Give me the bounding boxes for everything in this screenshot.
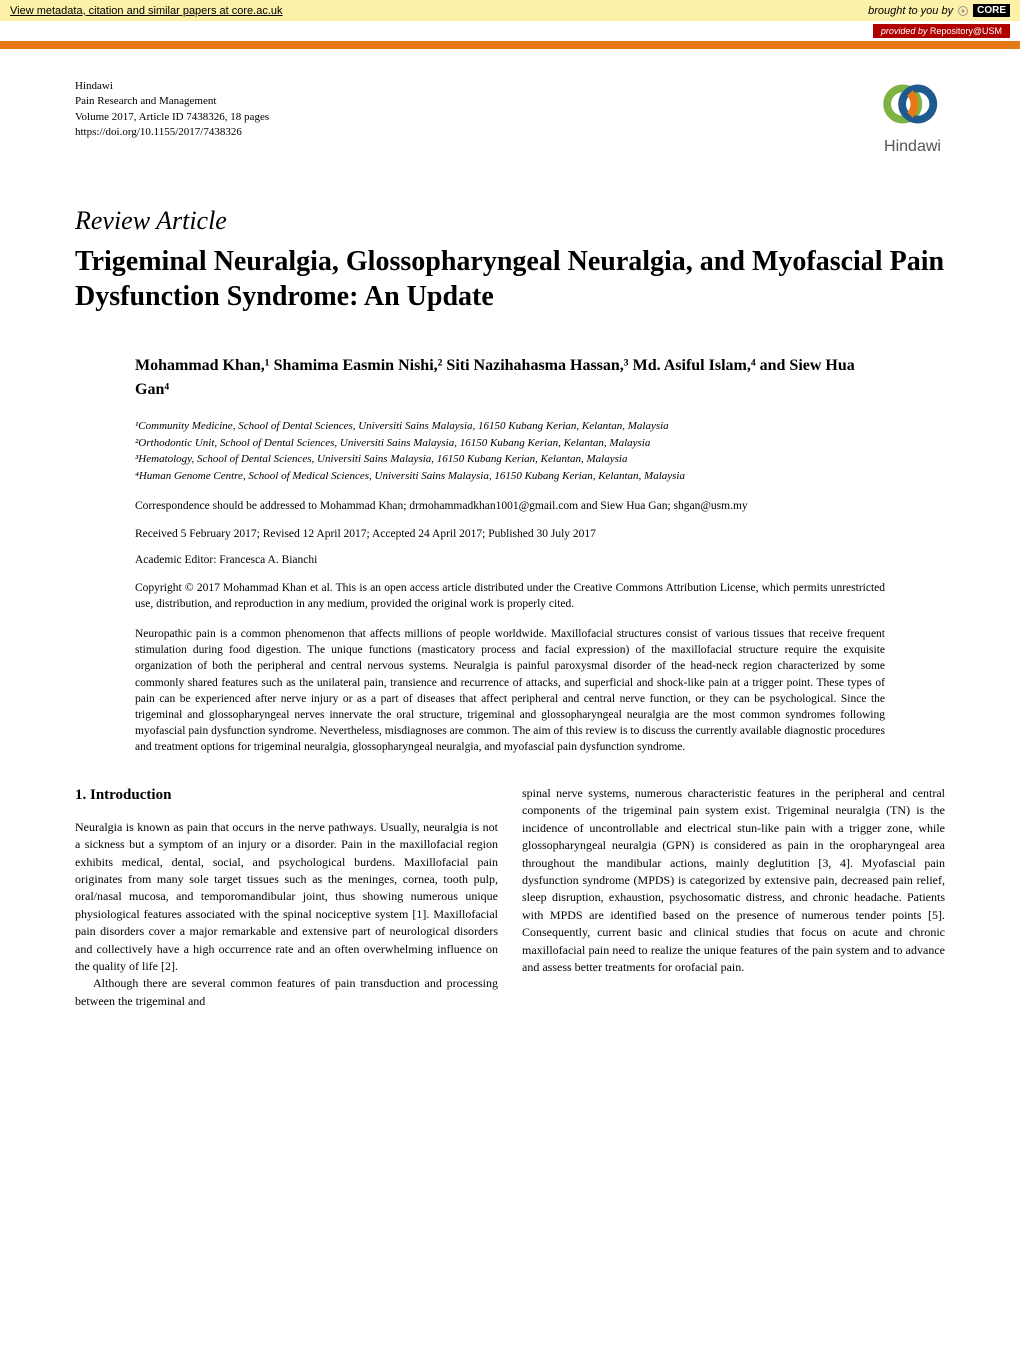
core-banner: View metadata, citation and similar pape… [0,0,1020,21]
orange-divider-bar [0,41,1020,49]
abstract-text: Neuropathic pain is a common phenomenon … [135,626,885,755]
copyright-notice: Copyright © 2017 Mohammad Khan et al. Th… [135,580,885,612]
hindawi-logo-icon [880,79,945,129]
intro-paragraph-2: Although there are several common featur… [75,975,498,1010]
affiliations: ¹Community Medicine, School of Dental Sc… [135,418,885,484]
core-logo: CORE [973,4,1010,17]
provided-badge: provided by Repository@USM [873,24,1010,38]
affiliation-4: ⁴Human Genome Centre, School of Medical … [135,468,885,485]
affiliation-3: ³Hematology, School of Dental Sciences, … [135,451,885,468]
intro-paragraph-3: spinal nerve systems, numerous character… [522,785,945,976]
core-banner-left: View metadata, citation and similar pape… [10,5,283,17]
volume-info: Volume 2017, Article ID 7438326, 18 page… [75,110,269,125]
core-metadata-link[interactable]: View metadata, citation and similar pape… [10,5,283,17]
brought-by-text: brought to you by [868,5,953,17]
core-icon [957,5,969,17]
body-columns: 1. Introduction Neuralgia is known as pa… [75,785,945,1010]
column-left: 1. Introduction Neuralgia is known as pa… [75,785,498,1010]
provided-source: Repository@USM [930,26,1002,36]
provided-bar: provided by Repository@USM [0,21,1020,41]
article-content: Hindawi Pain Research and Management Vol… [0,49,1020,1040]
affiliation-1: ¹Community Medicine, School of Dental Sc… [135,418,885,435]
hindawi-logo: Hindawi [880,79,945,156]
article-title: Trigeminal Neuralgia, Glossopharyngeal N… [75,244,945,314]
affiliation-2: ²Orthodontic Unit, School of Dental Scie… [135,435,885,452]
doi-link[interactable]: https://doi.org/10.1155/2017/7438326 [75,125,269,140]
article-type-label: Review Article [75,206,945,236]
authors-section: Mohammad Khan,¹ Shamima Easmin Nishi,² S… [135,354,885,755]
header-row: Hindawi Pain Research and Management Vol… [75,79,945,156]
column-right: spinal nerve systems, numerous character… [522,785,945,1010]
publication-info: Hindawi Pain Research and Management Vol… [75,79,269,141]
section-heading: 1. Introduction [75,785,498,807]
core-banner-right: brought to you by CORE [868,4,1010,17]
publisher-name: Hindawi [75,79,269,94]
journal-name: Pain Research and Management [75,94,269,109]
academic-editor: Academic Editor: Francesca A. Bianchi [135,554,885,566]
hindawi-brand-text: Hindawi [880,138,945,156]
correspondence: Correspondence should be addressed to Mo… [135,498,885,514]
intro-paragraph-1: Neuralgia is known as pain that occurs i… [75,819,498,976]
provided-prefix: provided by [881,26,930,36]
authors-list: Mohammad Khan,¹ Shamima Easmin Nishi,² S… [135,354,885,402]
publication-dates: Received 5 February 2017; Revised 12 Apr… [135,528,885,540]
